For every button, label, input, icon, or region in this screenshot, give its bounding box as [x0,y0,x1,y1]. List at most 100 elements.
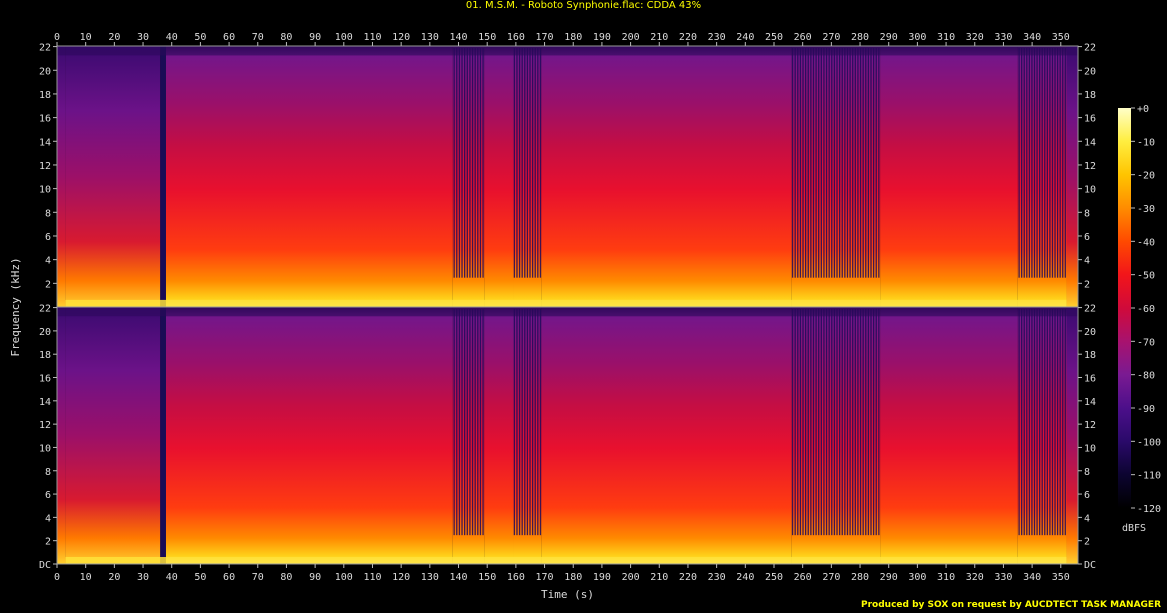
beat-gap [838,309,841,536]
beat-gap [466,48,468,278]
x-tick-label: 150 [478,32,496,43]
y-tick-label: 14 [39,397,51,408]
beat-gap [797,309,799,536]
x-tick-label: 0 [54,572,60,583]
beat-gap [1054,48,1056,278]
beat-gap [836,309,838,536]
beat-gap [862,48,864,278]
x-axis-label: Time (s) [541,588,594,601]
x-tick-label: 240 [736,572,754,583]
section-9-ch2 [880,307,1018,564]
beat-gap [815,48,817,278]
section-3-ch2 [165,307,453,564]
beat-gap [469,309,471,536]
beat-gap [872,309,875,536]
beat-gap [531,48,534,278]
beat-gap [804,48,807,278]
x-tick-label: 130 [421,572,439,583]
beat-gap [791,309,794,536]
beat-gap [534,309,536,536]
section-0-ch2 [57,307,66,564]
section-4-ch1 [452,46,485,307]
beat-gap [464,48,466,278]
x-tick-label: 60 [223,32,235,43]
beat-gap [469,48,471,278]
y-tick-label: 20 [1084,66,1096,77]
beat-gap [1054,309,1056,536]
x-tick-label: 340 [1023,32,1041,43]
beat-gap [844,48,846,278]
x-tick-label: 250 [765,32,783,43]
beat-gap [526,48,529,278]
beat-gap [458,309,461,536]
x-tick-label: 90 [309,32,321,43]
beat-gap [471,309,474,536]
beat-gap [852,48,854,278]
beat-gap [846,309,849,536]
y-tick-label: 12 [39,420,51,431]
beat-gap [521,309,523,536]
footer-credit: Produced by SOX on request by AUCDTECT T… [861,600,1161,610]
x-tick-label: 90 [309,572,321,583]
beat-gap [453,309,455,536]
beat-gap [534,48,536,278]
beat-gap [825,48,828,278]
x-tick-label: 100 [335,572,353,583]
y-tick-label: 20 [39,327,51,338]
beat-gap [870,309,872,536]
colorbar-tick-label: -120 [1137,504,1161,515]
x-tick-label: 200 [622,572,640,583]
x-tick-label: 350 [1052,32,1070,43]
y-tick-label: 22 [39,43,51,54]
beat-gap [1023,48,1025,278]
x-tick-label: 20 [108,572,120,583]
beat-gap [841,309,843,536]
beat-gap [1062,48,1064,278]
beat-gap [537,48,539,278]
y-tick-label: 22 [1084,43,1096,54]
beat-gap [812,48,815,278]
x-tick-label: 210 [650,572,668,583]
beat-gap [854,309,856,536]
section-11-ch1 [1066,46,1078,307]
beat-gap [1031,48,1033,278]
beat-gap [807,309,809,536]
x-tick-label: 230 [708,572,726,583]
x-tick-label: 300 [908,32,926,43]
section-5-ch2 [484,307,514,564]
y-tick-label: 20 [1084,327,1096,338]
x-tick-label: 40 [166,32,178,43]
section-3-ch1 [165,46,453,307]
beat-gap [1026,309,1028,536]
x-tick-label: 350 [1052,572,1070,583]
beat-gap [466,309,468,536]
beat-gap [865,48,867,278]
chart-title: 01. M.S.M. - Roboto Synphonie.flac: CDDA… [465,0,702,11]
x-tick-label: 200 [622,32,640,43]
beat-gap [477,48,479,278]
section-5-ch1 [484,46,514,307]
x-tick-label: 110 [363,572,381,583]
beat-gap [1018,309,1020,536]
x-tick-label: 310 [937,32,955,43]
x-tick-label: 120 [392,572,410,583]
beat-gap [516,48,518,278]
colorbar-tick-label: -20 [1137,171,1155,182]
x-tick-label: 180 [564,32,582,43]
y-tick-label: 16 [1084,114,1096,125]
y-tick-label: 18 [39,90,51,101]
section-1-ch2 [65,307,161,564]
beat-gap [794,309,796,536]
beat-gap [1064,309,1066,536]
y-tick-label: 18 [1084,90,1096,101]
beat-gap [867,309,870,536]
beat-gap [529,309,531,536]
beat-gap [1064,48,1066,278]
y-tick-label: 14 [1084,397,1096,408]
x-tick-label: 250 [765,572,783,583]
beat-gap [537,309,539,536]
beat-gap [804,309,807,536]
x-tick-label: 70 [252,32,264,43]
section-9-ch1 [880,46,1018,307]
